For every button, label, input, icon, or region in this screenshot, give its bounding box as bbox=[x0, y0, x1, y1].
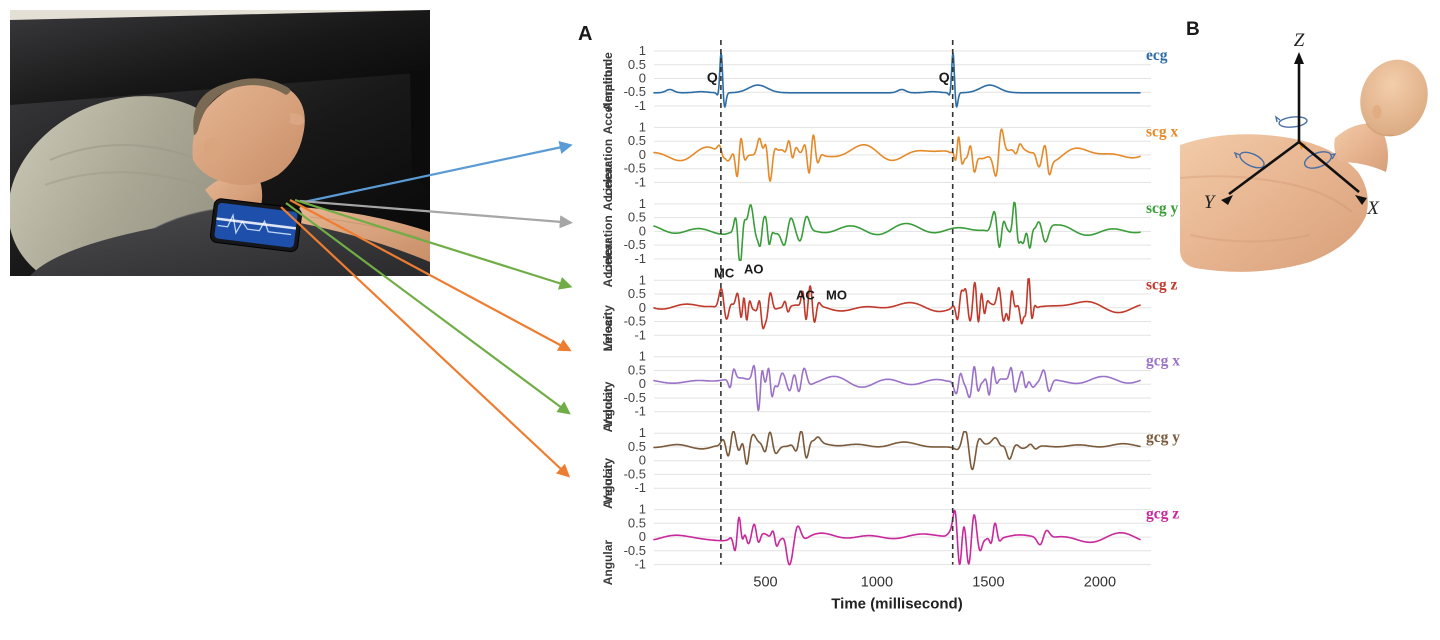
svg-text:Q: Q bbox=[939, 69, 950, 85]
svg-text:-0.5: -0.5 bbox=[624, 466, 646, 481]
svg-text:0.5: 0.5 bbox=[628, 439, 646, 454]
svg-text:-0.5: -0.5 bbox=[624, 84, 646, 99]
svg-text:1000: 1000 bbox=[861, 575, 893, 591]
svg-text:Q: Q bbox=[707, 69, 718, 85]
svg-text:AC: AC bbox=[796, 287, 815, 302]
svg-text:-1: -1 bbox=[634, 557, 646, 572]
svg-text:1: 1 bbox=[639, 119, 646, 134]
svg-text:-0.5: -0.5 bbox=[624, 314, 646, 329]
svg-text:X: X bbox=[1366, 198, 1380, 219]
svg-text:Velocity: Velocity bbox=[601, 305, 615, 351]
svg-text:0: 0 bbox=[639, 147, 646, 162]
svg-text:0.5: 0.5 bbox=[628, 210, 646, 225]
svg-text:-1: -1 bbox=[634, 251, 646, 266]
svg-text:-0.5: -0.5 bbox=[624, 543, 646, 558]
svg-text:scg z: scg z bbox=[1146, 276, 1178, 293]
svg-text:Acceleration: Acceleration bbox=[601, 62, 615, 134]
svg-text:500: 500 bbox=[753, 575, 777, 591]
svg-text:MC: MC bbox=[714, 265, 735, 280]
svg-text:ecg: ecg bbox=[1146, 47, 1168, 64]
svg-text:gcg x: gcg x bbox=[1146, 353, 1180, 370]
svg-text:0.5: 0.5 bbox=[628, 515, 646, 530]
svg-text:A: A bbox=[578, 23, 592, 45]
svg-text:Acceleration: Acceleration bbox=[601, 215, 615, 287]
svg-text:-1: -1 bbox=[634, 480, 646, 495]
svg-text:-0.5: -0.5 bbox=[624, 237, 646, 252]
svg-text:Acceleration: Acceleration bbox=[601, 139, 615, 211]
svg-text:1: 1 bbox=[639, 349, 646, 364]
svg-text:Velocity: Velocity bbox=[601, 381, 615, 427]
svg-text:0.5: 0.5 bbox=[628, 286, 646, 301]
svg-text:1: 1 bbox=[639, 43, 646, 58]
svg-text:-1: -1 bbox=[634, 174, 646, 189]
svg-text:Velocity: Velocity bbox=[601, 458, 615, 504]
svg-text:-1: -1 bbox=[634, 404, 646, 419]
svg-text:scg x: scg x bbox=[1146, 123, 1179, 140]
svg-text:-1: -1 bbox=[634, 98, 646, 113]
svg-text:Z: Z bbox=[1294, 30, 1305, 51]
svg-text:Angular: Angular bbox=[601, 540, 615, 586]
svg-text:gcg y: gcg y bbox=[1146, 429, 1180, 446]
svg-text:1500: 1500 bbox=[972, 575, 1004, 591]
svg-text:0: 0 bbox=[639, 376, 646, 391]
svg-text:gcg z: gcg z bbox=[1146, 506, 1179, 523]
svg-text:-1: -1 bbox=[634, 327, 646, 342]
svg-text:scg y: scg y bbox=[1146, 200, 1179, 217]
svg-text:B: B bbox=[1186, 19, 1200, 40]
svg-text:Time (millisecond): Time (millisecond) bbox=[831, 596, 962, 613]
svg-text:2000: 2000 bbox=[1084, 575, 1116, 591]
svg-text:MO: MO bbox=[826, 287, 847, 302]
svg-text:AO: AO bbox=[744, 261, 764, 276]
